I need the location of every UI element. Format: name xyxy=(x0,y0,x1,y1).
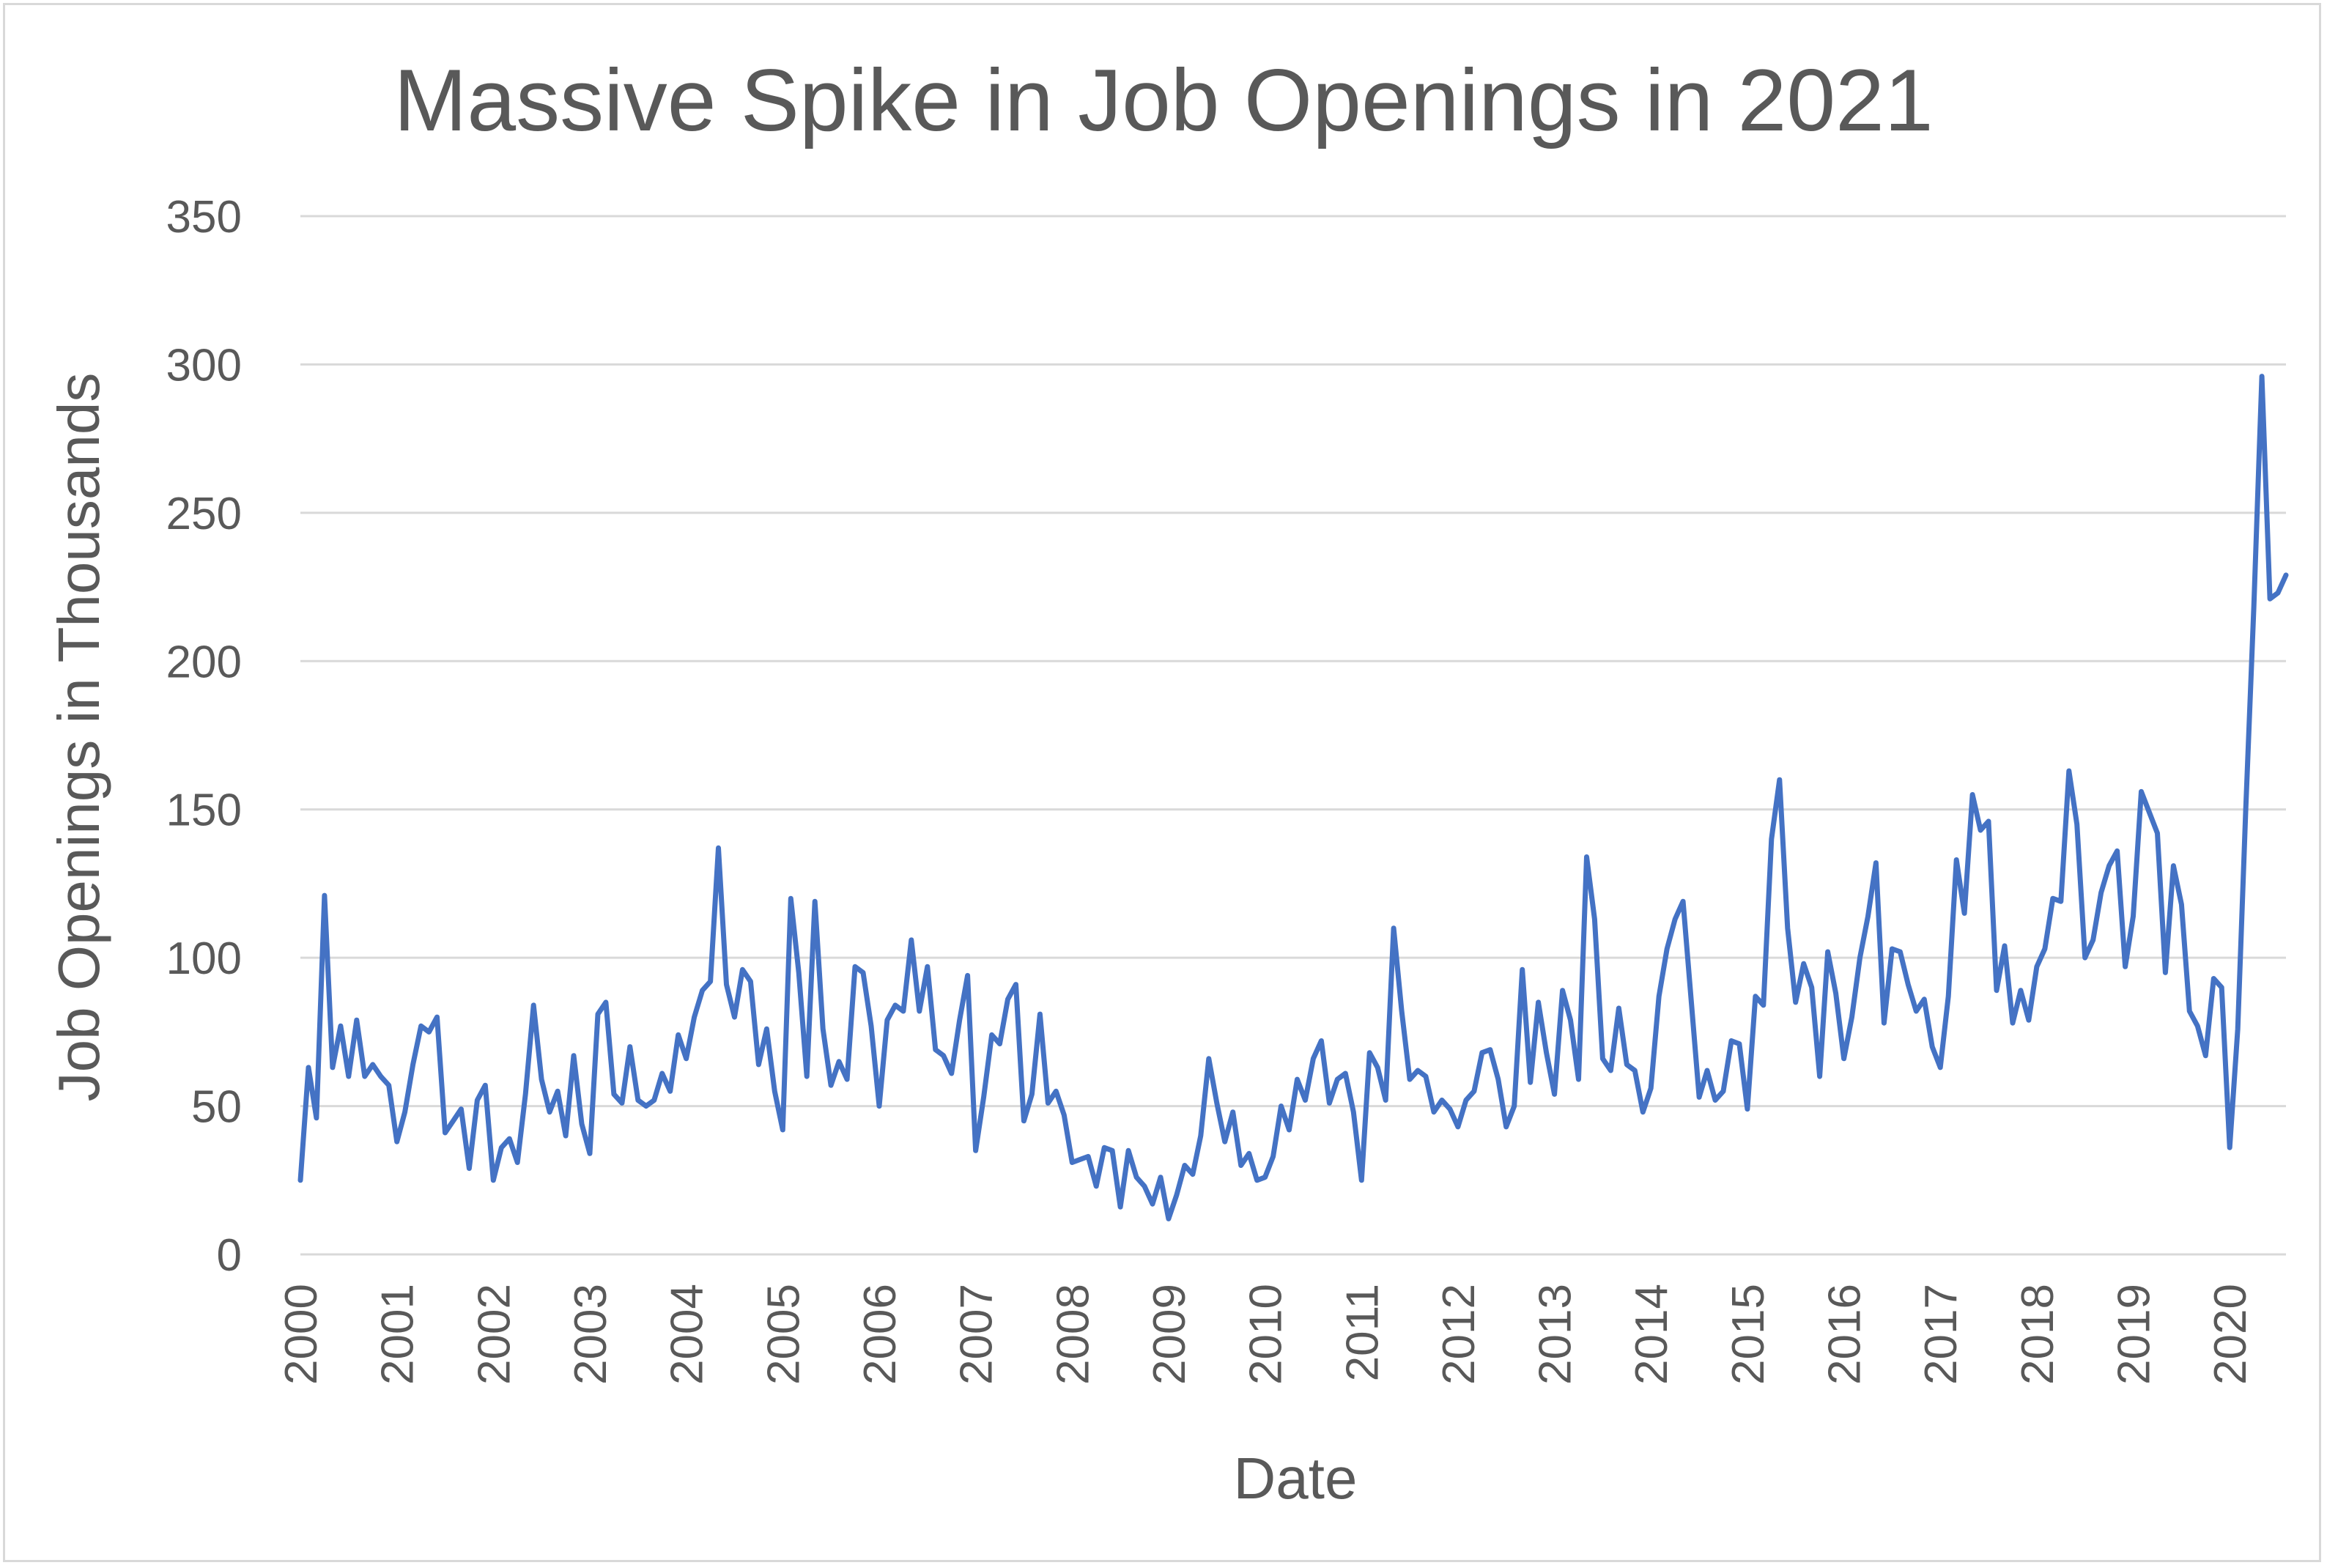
x-axis-tick-labels: 2000 2001 2002 2003 2004 2005 2006 2007 2008 2009… xyxy=(276,1284,2256,1385)
x-tick-label: 2016 xyxy=(1820,1284,1871,1385)
y-tick-label: 250 xyxy=(166,489,242,539)
y-axis-tick-labels: 0 50 100 150 200 250 300 350 xyxy=(166,192,242,1281)
x-tick-label: 2017 xyxy=(1916,1284,1967,1385)
y-tick-label: 200 xyxy=(166,637,242,687)
x-tick-label: 2020 xyxy=(2205,1284,2256,1385)
x-tick-label: 2008 xyxy=(1048,1284,1098,1385)
x-axis-title: Date xyxy=(1234,1446,1358,1511)
y-tick-label: 150 xyxy=(166,785,242,836)
y-tick-label: 100 xyxy=(166,933,242,984)
y-tick-label: 50 xyxy=(191,1082,242,1133)
x-tick-label: 2001 xyxy=(373,1284,423,1385)
y-tick-label: 350 xyxy=(166,192,242,243)
grid-lines xyxy=(300,215,2286,1108)
x-tick-label: 2005 xyxy=(758,1284,809,1385)
chart-title: Massive Spike in Job Openings in 2021 xyxy=(393,51,1933,149)
chart-frame xyxy=(3,3,2321,1562)
y-axis-title: Job Openings in Thousands xyxy=(46,373,111,1102)
x-tick-label: 2002 xyxy=(469,1284,519,1385)
x-tick-label: 2013 xyxy=(1531,1284,1581,1385)
x-tick-label: 2012 xyxy=(1434,1284,1484,1385)
x-tick-label: 2011 xyxy=(1337,1284,1388,1381)
x-tick-label: 2018 xyxy=(2013,1284,2063,1385)
x-tick-label: 2014 xyxy=(1627,1284,1677,1385)
x-tick-label: 2015 xyxy=(1723,1284,1774,1385)
x-tick-label: 2006 xyxy=(855,1284,906,1385)
x-tick-label: 2003 xyxy=(566,1284,616,1385)
x-tick-label: 2004 xyxy=(662,1284,713,1385)
y-tick-label: 300 xyxy=(166,340,242,391)
y-tick-label: 0 xyxy=(217,1230,242,1281)
x-tick-label: 2000 xyxy=(276,1284,327,1385)
x-tick-label: 2009 xyxy=(1144,1284,1195,1385)
x-tick-label: 2007 xyxy=(952,1284,1002,1385)
x-tick-label: 2019 xyxy=(2109,1284,2160,1385)
series-layer xyxy=(297,374,2289,1221)
x-tick-label: 2010 xyxy=(1241,1284,1292,1385)
series-line-job-openings xyxy=(297,374,2289,1221)
